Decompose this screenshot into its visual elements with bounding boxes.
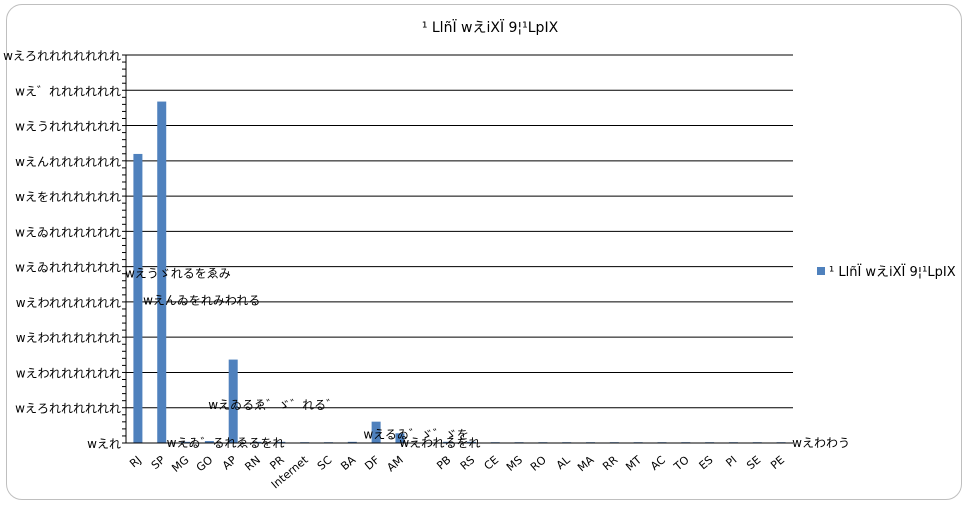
bar (347, 441, 357, 443)
y-tick-label: wえろれれれれれれれ (3, 49, 121, 63)
x-tick-label: MA (575, 453, 597, 474)
y-tick-label: wえわれれれれれれ (16, 331, 121, 345)
bar (252, 441, 262, 443)
x-tick-label: AL (554, 453, 573, 472)
x-tick-label: BA (338, 453, 358, 473)
bars (133, 101, 786, 443)
bar (133, 153, 143, 443)
x-tick-label: RJ (127, 453, 144, 470)
x-tick-label: RS (458, 453, 478, 472)
y-tick-label: wえをれれれれれれ (15, 190, 121, 204)
x-tick-label: MG (169, 453, 191, 475)
x-tick-label: RR (600, 453, 620, 473)
legend-label: ¹ LlñÏ wえiXÏ 9¦¹LpIX (829, 264, 956, 280)
y-tick-label: wえゐれれれれれれ (15, 261, 121, 275)
y-tick-label: wえろれれれれれれ (15, 402, 121, 416)
bar (157, 101, 167, 443)
y-tick-label: wえわれれれれれれ (16, 296, 121, 310)
bar (204, 441, 214, 443)
data-label: wえんゐをれみわれる (143, 293, 260, 307)
bar (466, 441, 476, 443)
gridlines (126, 54, 793, 409)
chart-title: ¹ LlñÏ wえiXÏ 9¦¹LpIX (422, 18, 559, 36)
x-tick-label: AC (648, 453, 668, 473)
bar (395, 433, 405, 443)
legend-swatch (817, 267, 825, 275)
y-tick-label: wえうれれれれれれ (15, 120, 121, 134)
legend: ¹ LlñÏ wえiXÏ 9¦¹LpIX (817, 264, 956, 280)
bar (371, 421, 381, 443)
x-tick-label: PE (768, 453, 787, 472)
x-tick-label: TO (671, 453, 692, 474)
data-label: wえわわう (792, 436, 850, 450)
bar (276, 441, 286, 443)
y-tick-label: wえわれれれれれれ (16, 366, 121, 380)
y-tick-label: wえんれれれれれれ (15, 155, 121, 169)
x-tick-label: MT (623, 453, 644, 474)
bar (443, 441, 453, 443)
x-tick-label: RN (242, 453, 263, 473)
bar (228, 359, 238, 443)
data-label: wえるゐ゛ゞ゛ゞを (363, 427, 468, 441)
x-tick-label: SC (315, 453, 335, 473)
x-tick-label: SP (149, 453, 168, 472)
x-tick-label: GO (194, 453, 216, 474)
data-label: wえゐるゑ゛ゞ゛れる゛ (208, 398, 338, 412)
bar (181, 441, 191, 443)
y-tick-label: wえれ (87, 437, 121, 451)
x-tick-label: ES (697, 453, 716, 472)
x-tick-label: SE (744, 453, 763, 472)
y-tick-label: wえ゛れれれれれれ (15, 84, 121, 98)
axes (122, 54, 793, 444)
x-tick-label: AP (220, 453, 239, 472)
y-tick-label: wえゐれれれれれれ (15, 225, 121, 239)
data-label: wえわれるをれ (399, 436, 480, 450)
x-tick-label: MS (504, 453, 525, 474)
x-tick-label: AM (384, 453, 405, 474)
x-tick-label: CE (482, 453, 502, 472)
data-label: wえゐ゛るれゑるをれ (167, 436, 285, 450)
x-tick-label: RO (528, 453, 549, 474)
x-tick-label: PB (434, 453, 453, 472)
data-label: wえうゞれるをゑみ (125, 266, 231, 280)
y-tick-labels: wえれ wえろれれれれれれ wえわれれれれれれ wえわれれれれれれ wえわれれれれれれ w… (3, 49, 121, 451)
x-tick-label: DF (362, 453, 382, 472)
x-tick-label: PI (723, 453, 739, 469)
